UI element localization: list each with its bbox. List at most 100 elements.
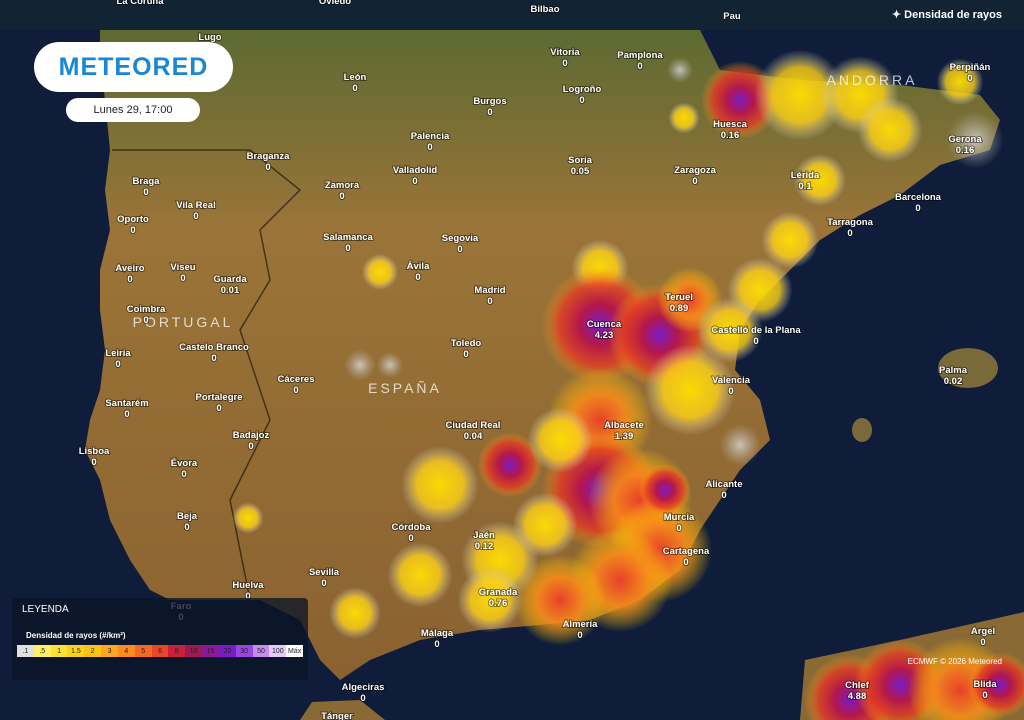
city-value: 0	[487, 107, 492, 118]
city-name: Jaén	[473, 530, 495, 541]
labels: PORTUGAL ESPAÑA ANDORRA La Coruña Oviedo Bilb…	[78, 0, 999, 720]
city-value: 0.04	[464, 431, 483, 442]
lightning-area	[936, 58, 984, 106]
city-name: Oporto	[117, 214, 149, 225]
city-name: Ciudad Real	[446, 420, 501, 431]
city-value: 0	[753, 336, 758, 347]
city-value: 0	[184, 522, 189, 533]
city-name: Lugo	[198, 32, 221, 43]
city-name: Gerona	[948, 134, 982, 145]
layer-label[interactable]: Densidad de rayos	[904, 9, 1002, 21]
city-value: 0.16	[721, 130, 740, 141]
lightning-area	[377, 352, 403, 378]
ibiza	[852, 418, 872, 442]
city-name: Viseu	[170, 262, 195, 273]
city-value: 0	[245, 591, 250, 602]
city-value: 0	[728, 386, 733, 397]
city-value: 0.05	[571, 166, 590, 177]
legend-title: LEYENDA	[22, 604, 69, 615]
city-name: Sevilla	[309, 567, 340, 578]
city-value: 0	[434, 639, 439, 650]
city-name: Huesca	[713, 119, 748, 130]
city-name: Valladolid	[393, 165, 438, 176]
city-name: Cartagena	[663, 546, 710, 557]
city-name: Lérida	[791, 170, 820, 181]
city-value: 0	[562, 58, 567, 69]
city-name: Blida	[973, 679, 997, 690]
city-value: 0	[352, 83, 357, 94]
city-name: Oviedo	[319, 0, 351, 7]
city-name: Vitoria	[550, 47, 580, 58]
city-value: 0	[427, 142, 432, 153]
city-value: 0.01	[221, 285, 240, 296]
legend-label: 50	[252, 645, 270, 657]
city-value: 0	[115, 359, 120, 370]
city-name: Huelva	[232, 580, 264, 591]
city-value: 0	[143, 315, 148, 326]
lightning-area	[387, 542, 453, 608]
city-name: Alicante	[706, 479, 743, 490]
lightning-area	[857, 97, 923, 163]
lightning-area	[401, 446, 479, 524]
city-value: 0	[127, 274, 132, 285]
city-name: Castelló de la Plana	[711, 325, 801, 336]
city-value: 1.39	[615, 431, 634, 442]
city-name: Évora	[171, 458, 198, 469]
city-name: Burgos	[473, 96, 506, 107]
city-name: Algeciras	[342, 682, 385, 693]
city-value: 0	[692, 176, 697, 187]
lightning-area	[667, 57, 693, 83]
lightning-area	[639, 464, 691, 516]
lightning-area	[527, 407, 593, 473]
city-name: Segovia	[442, 233, 479, 244]
city-name: La Coruña	[117, 0, 165, 7]
city-value: 0	[193, 211, 198, 222]
legend-label: 1.5	[67, 645, 85, 657]
legend-label: 2	[84, 645, 102, 657]
city-value: 0	[579, 95, 584, 106]
city-value: 0.16	[956, 145, 975, 156]
legend-scale-title: Densidad de rayos (#/km²)	[26, 631, 126, 640]
city-name: Ávila	[407, 261, 430, 272]
legend-label: 8	[168, 645, 186, 657]
legend-label: .5	[33, 645, 51, 657]
legend-label: 4	[117, 645, 135, 657]
lightning-area	[457, 567, 523, 633]
credit: ECMWF © 2026 Meteored	[907, 657, 1002, 666]
city-name: Salamanca	[323, 232, 373, 243]
legend-label: 3	[101, 645, 118, 657]
city-value: 0	[248, 441, 253, 452]
top-band	[0, 0, 1024, 30]
city-name: Logroño	[563, 84, 602, 95]
city-name: Córdoba	[391, 522, 431, 533]
lightning-area	[477, 432, 543, 498]
lightning-area	[344, 349, 376, 381]
region-label: PORTUGAL	[133, 314, 234, 330]
city-name: Cuenca	[587, 319, 622, 330]
city-name: Beja	[177, 511, 198, 522]
city-name: Palencia	[411, 131, 450, 142]
iberia	[85, 30, 1000, 680]
layer-button[interactable]: ✦ Densidad de rayos	[891, 9, 1002, 21]
lightning-area	[232, 502, 264, 534]
legend-label: 100	[269, 645, 287, 657]
city-value: 0.12	[475, 541, 494, 552]
lightning-area	[697, 297, 763, 363]
legend-label: 6	[151, 645, 169, 657]
lightning-area	[761, 211, 819, 269]
city-name: Toledo	[451, 338, 482, 349]
city-name: Valencia	[712, 375, 751, 386]
city-value: 0	[293, 385, 298, 396]
border	[112, 149, 302, 601]
lightning-area	[514, 554, 606, 646]
city-name: Pau	[723, 11, 741, 22]
city-name: Castelo Branco	[179, 342, 249, 353]
logo[interactable]: METEORED	[34, 42, 233, 92]
city-value: 0	[412, 176, 417, 187]
region-label: ANDORRA	[826, 72, 917, 88]
city-value: 0.02	[944, 376, 963, 387]
